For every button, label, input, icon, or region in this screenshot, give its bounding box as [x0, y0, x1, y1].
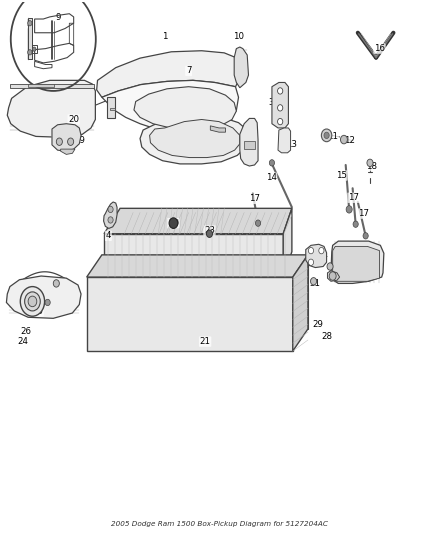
Polygon shape [306, 244, 327, 268]
Text: 7: 7 [186, 66, 191, 75]
Text: 25: 25 [32, 307, 43, 316]
Text: 12: 12 [344, 136, 355, 145]
Text: 24: 24 [18, 337, 28, 346]
Text: 13: 13 [286, 140, 297, 149]
Polygon shape [87, 255, 308, 277]
Circle shape [53, 280, 60, 287]
Text: 10: 10 [233, 32, 244, 41]
Circle shape [363, 233, 368, 239]
Circle shape [67, 138, 74, 146]
Text: 18: 18 [366, 161, 377, 171]
Text: 2005 Dodge Ram 1500 Box-Pickup Diagram for 5127204AC: 2005 Dodge Ram 1500 Box-Pickup Diagram f… [110, 521, 328, 527]
Text: 4: 4 [106, 231, 111, 240]
Polygon shape [293, 255, 308, 351]
Circle shape [269, 160, 275, 166]
Polygon shape [28, 84, 54, 87]
Text: 30: 30 [168, 219, 179, 228]
Text: 5: 5 [26, 19, 32, 28]
Circle shape [32, 47, 36, 51]
Text: 19: 19 [74, 136, 85, 145]
Polygon shape [134, 87, 237, 129]
Text: 28: 28 [321, 332, 332, 341]
Polygon shape [278, 128, 290, 153]
Polygon shape [234, 47, 248, 88]
Circle shape [319, 247, 324, 254]
Polygon shape [244, 141, 254, 149]
Text: 17: 17 [357, 209, 368, 218]
Circle shape [324, 132, 329, 139]
Circle shape [321, 129, 332, 142]
Circle shape [255, 220, 261, 227]
Polygon shape [10, 84, 94, 88]
Circle shape [28, 50, 32, 55]
Circle shape [28, 21, 32, 26]
Text: 8: 8 [152, 98, 158, 107]
Text: 11: 11 [327, 132, 338, 141]
Polygon shape [104, 233, 283, 277]
Circle shape [108, 206, 113, 213]
Text: 15: 15 [336, 171, 347, 180]
Circle shape [311, 278, 317, 285]
Polygon shape [110, 108, 115, 110]
Polygon shape [60, 149, 75, 155]
Polygon shape [272, 83, 288, 128]
Polygon shape [140, 114, 248, 164]
Circle shape [25, 292, 40, 311]
Polygon shape [7, 80, 95, 138]
Circle shape [45, 300, 50, 305]
Circle shape [57, 138, 62, 146]
Circle shape [108, 217, 113, 223]
Polygon shape [107, 98, 115, 118]
Text: 1: 1 [162, 32, 167, 41]
Polygon shape [97, 51, 246, 98]
Polygon shape [104, 202, 117, 229]
Text: 17: 17 [249, 195, 260, 203]
Text: 8: 8 [212, 115, 217, 124]
Circle shape [278, 88, 283, 94]
Circle shape [278, 104, 283, 111]
Text: 26: 26 [21, 327, 32, 335]
Polygon shape [7, 276, 81, 318]
Circle shape [308, 259, 314, 265]
Text: 31: 31 [310, 279, 321, 288]
Text: 20: 20 [68, 115, 79, 124]
Polygon shape [150, 119, 240, 158]
Circle shape [327, 263, 333, 270]
Circle shape [340, 135, 347, 144]
Polygon shape [102, 80, 239, 131]
Circle shape [367, 159, 373, 166]
Circle shape [28, 296, 37, 306]
Circle shape [20, 287, 45, 316]
Text: 2: 2 [221, 140, 226, 149]
Text: 17: 17 [348, 193, 359, 202]
Circle shape [206, 230, 212, 237]
Text: 21: 21 [200, 337, 211, 346]
Circle shape [278, 118, 283, 125]
Text: 20: 20 [52, 129, 63, 138]
Polygon shape [104, 208, 292, 233]
Polygon shape [102, 255, 308, 329]
Polygon shape [331, 241, 384, 284]
Circle shape [308, 247, 314, 254]
Text: 23: 23 [204, 226, 215, 235]
Text: 27: 27 [312, 257, 323, 266]
Text: 14: 14 [265, 173, 276, 182]
Circle shape [353, 221, 358, 228]
Polygon shape [28, 18, 32, 59]
Polygon shape [240, 118, 258, 166]
Text: 29: 29 [312, 320, 323, 329]
Text: 9: 9 [56, 13, 61, 22]
Polygon shape [87, 277, 293, 351]
Polygon shape [283, 208, 292, 277]
Circle shape [169, 218, 178, 229]
Text: 3: 3 [268, 98, 274, 107]
Circle shape [329, 272, 336, 280]
Text: 16: 16 [374, 44, 385, 53]
Polygon shape [210, 126, 226, 132]
Polygon shape [333, 246, 379, 281]
Polygon shape [328, 271, 339, 281]
Circle shape [346, 206, 352, 213]
Text: 6: 6 [201, 127, 207, 136]
Polygon shape [52, 124, 81, 151]
